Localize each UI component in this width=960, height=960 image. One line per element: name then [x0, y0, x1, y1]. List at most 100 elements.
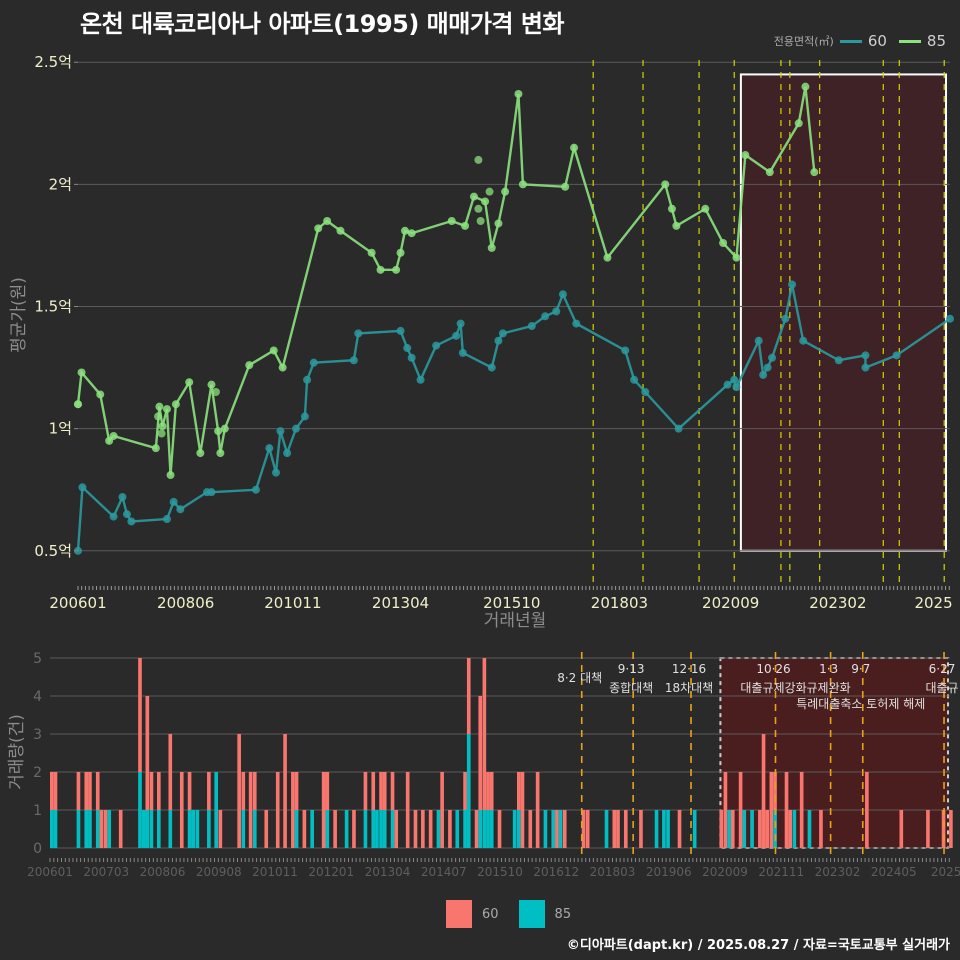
data-point-85 [214, 427, 223, 436]
data-point-85 [810, 168, 819, 177]
data-point-60 [498, 329, 507, 338]
data-point-85 [469, 192, 478, 201]
data-point-85 [732, 253, 741, 262]
bar-85 [138, 772, 142, 848]
bar-60 [765, 810, 770, 848]
data-point-85 [278, 363, 287, 372]
data-point-60 [768, 353, 777, 362]
x-tick-label: 202111 [758, 865, 804, 879]
bar-85 [371, 810, 376, 848]
legend-bottom-label-85: 85 [554, 906, 572, 922]
bar-85 [168, 810, 173, 848]
data-point-85 [158, 422, 167, 431]
data-point-60 [621, 346, 630, 355]
data-point-85 [166, 471, 175, 480]
x-tick-label: 202405 [871, 865, 917, 879]
bar-85 [241, 810, 246, 848]
y-tick-label: 1 [33, 803, 42, 819]
x-tick-label: 201510 [483, 594, 540, 612]
x-tick-label: 202009 [702, 594, 759, 612]
y-tick-label: 2억 [49, 175, 72, 193]
bar-60 [405, 772, 410, 848]
legend-label-60: 60 [867, 32, 887, 50]
data-point-60 [109, 512, 118, 521]
data-point-85 [672, 221, 681, 230]
data-point-60 [122, 510, 131, 519]
bar-85 [463, 810, 467, 848]
data-point-85 [269, 346, 278, 355]
bar-60 [390, 772, 395, 810]
bar-60 [769, 772, 774, 848]
bar-85 [145, 810, 150, 848]
bar-60 [248, 772, 253, 848]
bar-60 [145, 696, 150, 810]
data-point-60 [861, 363, 870, 372]
legend-label-85: 85 [926, 32, 946, 50]
x-tick-label: 201510 [477, 865, 523, 879]
data-point-60 [276, 427, 285, 436]
data-point-85 [794, 119, 803, 128]
data-point-60 [456, 319, 465, 328]
bar-60 [486, 772, 490, 810]
data-point-85 [561, 182, 570, 191]
data-point-60 [300, 412, 309, 421]
bar-60 [275, 772, 280, 848]
data-point-85 [336, 226, 345, 235]
bar-60 [926, 810, 930, 848]
bar-85 [455, 810, 460, 848]
bar-60 [168, 734, 173, 810]
data-point-85 [481, 197, 490, 206]
bar-85 [207, 810, 211, 848]
data-point-60 [458, 348, 467, 357]
data-point-85 [474, 204, 483, 213]
bar-60 [413, 810, 418, 848]
policy-date: 8·2 대책 [557, 670, 602, 685]
data-point-85 [518, 180, 527, 189]
data-point-85 [211, 388, 220, 396]
data-point-85 [719, 238, 728, 247]
data-point-60 [641, 388, 650, 396]
bar-60 [482, 658, 487, 810]
data-point-85 [741, 151, 750, 160]
data-point-85 [396, 248, 405, 257]
bar-60 [440, 772, 444, 848]
bar-85 [149, 810, 154, 848]
bar-60 [95, 772, 100, 810]
data-point-60 [207, 488, 216, 497]
bar-60 [581, 810, 586, 848]
data-point-60 [349, 356, 358, 365]
bar-85 [543, 810, 548, 848]
bar-60 [730, 810, 735, 848]
x-tick-label: 202302 [809, 594, 866, 612]
x-tick-label: 202302 [815, 865, 861, 879]
bar-85 [95, 810, 100, 848]
data-point-60 [407, 353, 416, 362]
data-point-85 [77, 368, 86, 377]
bar-60 [218, 810, 223, 848]
bar-85 [662, 810, 666, 848]
data-point-60 [630, 375, 639, 384]
data-point-60 [403, 344, 412, 353]
data-point-85 [196, 449, 205, 458]
data-point-60 [162, 515, 171, 524]
data-point-60 [432, 341, 441, 350]
data-point-85 [667, 204, 676, 213]
data-point-60 [283, 449, 292, 458]
bar-85 [88, 810, 92, 848]
bar-60 [899, 810, 904, 848]
legend-swatch-60 [839, 39, 862, 43]
policy-label: 대출규 [925, 681, 958, 695]
bar-60 [639, 810, 643, 848]
data-point-85 [570, 143, 579, 152]
data-point-85 [109, 431, 118, 440]
y-tick-label: 3 [33, 727, 42, 743]
data-point-85 [314, 224, 323, 233]
bar-85 [107, 810, 112, 848]
data-point-85 [461, 221, 470, 230]
x-tick-label: 200703 [83, 865, 129, 879]
data-point-85 [476, 217, 485, 225]
bar-60 [497, 810, 502, 848]
bar-60 [325, 772, 330, 810]
data-point-60 [271, 468, 280, 477]
data-point-85 [494, 219, 503, 228]
